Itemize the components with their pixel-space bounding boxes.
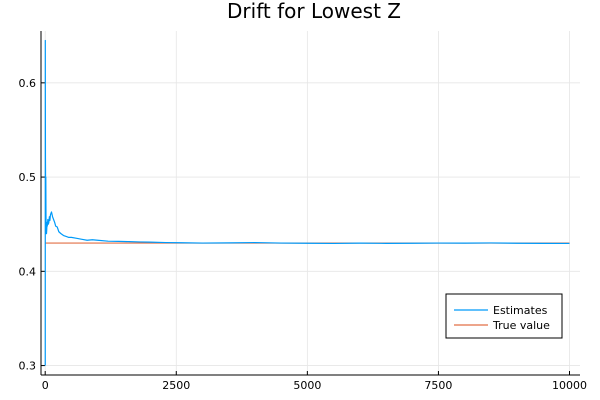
legend: Estimates True value	[445, 293, 563, 339]
x-tick-label-0: 0	[42, 379, 49, 392]
x-tick-label-1: 2500	[162, 379, 190, 392]
chart-title: Drift for Lowest Z	[227, 0, 401, 23]
axes	[40, 31, 580, 376]
series-line-estimates	[44, 39, 570, 366]
y-tick-label-2: 0.5	[19, 171, 37, 184]
x-tick-label-4: 10000	[552, 379, 587, 392]
x-tick-label-3: 7500	[424, 379, 452, 392]
legend-label-true-value: True value	[492, 319, 550, 332]
y-tick-label-0: 0.3	[19, 360, 37, 373]
tick-labels: 0 2500 5000 7500 10000 0.3 0.4 0.5 0.6	[19, 77, 588, 392]
grid-lines	[41, 31, 580, 375]
y-tick-label-3: 0.6	[19, 77, 37, 90]
legend-label-estimates: Estimates	[493, 304, 548, 317]
legend-box	[445, 293, 563, 339]
series-lines	[44, 39, 570, 366]
x-tick-label-2: 5000	[293, 379, 321, 392]
y-tick-label-1: 0.4	[19, 265, 37, 278]
